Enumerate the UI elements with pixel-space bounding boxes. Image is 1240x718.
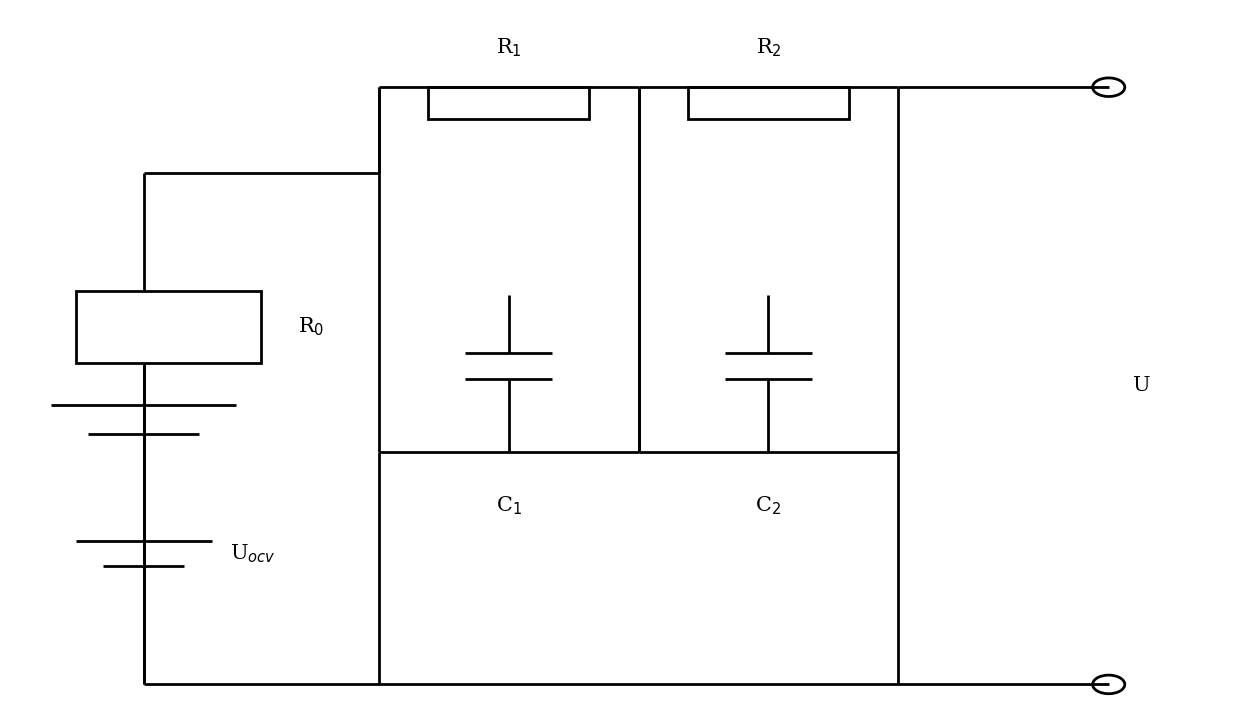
Text: U: U [1133, 376, 1151, 396]
Text: C$_1$: C$_1$ [496, 495, 522, 518]
Bar [428, 87, 589, 119]
Text: R$_0$: R$_0$ [299, 315, 325, 338]
Text: R$_2$: R$_2$ [755, 36, 781, 59]
Text: U$_{ocv}$: U$_{ocv}$ [231, 543, 275, 565]
Text: R$_1$: R$_1$ [496, 36, 522, 59]
Bar [76, 291, 262, 363]
Bar [688, 87, 849, 119]
Text: C$_2$: C$_2$ [755, 495, 781, 518]
